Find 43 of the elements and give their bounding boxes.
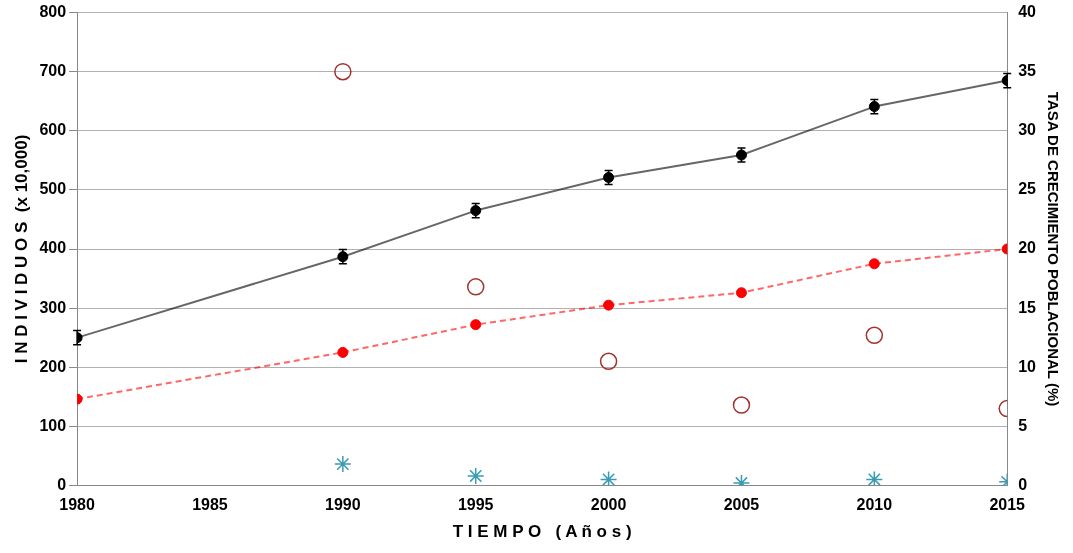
y2-tick-label: 40 <box>1018 3 1037 21</box>
point <box>868 258 880 270</box>
y2-tick-label: 35 <box>1018 62 1037 80</box>
y2-tick-label: 10 <box>1018 357 1037 375</box>
point <box>599 470 618 486</box>
point <box>865 326 884 345</box>
point <box>735 287 747 299</box>
y-tick-label: 100 <box>39 416 67 434</box>
y-tick-label: 300 <box>39 298 67 316</box>
y-tick-label: 400 <box>39 239 67 257</box>
y-axis-title: I N D I V I D U O S (x 10,000) <box>11 134 31 364</box>
x-tick-label: 2010 <box>856 496 893 514</box>
y-tick-label: 0 <box>57 475 67 493</box>
y-tick-label: 700 <box>39 62 67 80</box>
x-tick-label: 1995 <box>457 496 494 514</box>
point <box>470 319 482 331</box>
y-tick-label: 800 <box>39 3 67 21</box>
y-tick-label: 500 <box>39 180 67 198</box>
x-tick-label: 2005 <box>723 496 760 514</box>
y2-tick-label: 30 <box>1018 121 1037 139</box>
y2-tick-label: 0 <box>1018 475 1028 493</box>
point <box>599 352 618 371</box>
y-tick-label: 200 <box>39 357 67 375</box>
point <box>732 396 751 414</box>
point <box>466 467 485 485</box>
y2-axis-title: TASA DE CRECIMIENTO POBLACIONAL (%) <box>1044 91 1062 407</box>
y-tick-label: 600 <box>39 121 67 139</box>
x-tick-label: 1980 <box>59 496 95 514</box>
point <box>603 299 615 311</box>
y2-tick-label: 5 <box>1018 416 1028 434</box>
y2-tick-label: 15 <box>1018 298 1037 316</box>
point <box>466 278 485 296</box>
y2-tick-label: 20 <box>1018 239 1037 257</box>
x-tick-label: 1985 <box>192 496 228 514</box>
point <box>334 455 352 473</box>
x-tick-label: 2015 <box>989 496 1026 514</box>
point <box>337 346 349 358</box>
y2-tick-label: 25 <box>1018 180 1037 198</box>
x-tick-label: 2000 <box>590 496 627 514</box>
point <box>334 62 352 81</box>
x-axis-title: T I E M P O ( A ñ o s ) <box>452 522 632 542</box>
x-tick-label: 1990 <box>325 496 361 514</box>
point <box>865 470 884 486</box>
